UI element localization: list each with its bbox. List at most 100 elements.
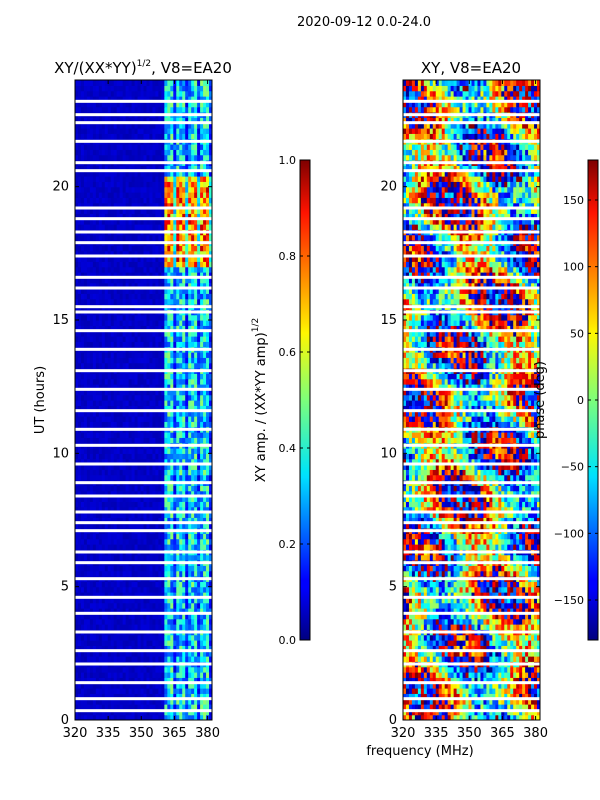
heatmap-cell xyxy=(75,677,79,684)
heatmap-cell xyxy=(75,266,79,273)
heatmap-cell xyxy=(209,608,212,614)
heatmap-cell xyxy=(146,213,151,220)
heatmap-cell xyxy=(158,437,162,444)
heatmap-cell xyxy=(95,570,100,577)
heatmap-cell xyxy=(122,474,127,481)
heatmap-cell xyxy=(182,485,186,492)
heatmap-cell xyxy=(104,432,109,438)
heatmap-cell xyxy=(80,256,85,262)
heatmap-cell xyxy=(116,597,121,604)
heatmap-cell xyxy=(86,149,91,156)
heatmap-cell xyxy=(83,293,88,300)
heatmap-cell xyxy=(140,261,145,268)
heatmap-cell xyxy=(146,698,151,705)
heatmap-cell xyxy=(209,293,212,300)
heatmap-cell xyxy=(140,602,145,609)
heatmap-cell xyxy=(110,282,115,289)
heatmap-cell xyxy=(77,149,82,156)
heatmap-cell xyxy=(176,394,180,401)
heatmap-cell xyxy=(161,538,165,545)
heatmap-cell xyxy=(92,496,97,502)
heatmap-cell xyxy=(92,320,97,326)
heatmap-cell xyxy=(75,400,79,406)
heatmap-cell xyxy=(95,474,100,481)
heatmap-cell xyxy=(185,704,189,710)
heatmap-cell xyxy=(101,618,106,625)
heatmap-cell xyxy=(155,394,159,401)
heatmap-cell xyxy=(164,586,168,593)
heatmap-cell xyxy=(149,320,154,326)
heatmap-cell xyxy=(167,501,171,508)
heatmap-cell xyxy=(200,389,204,396)
heatmap-cell xyxy=(200,709,204,716)
heatmap-cell xyxy=(137,245,142,252)
heatmap-cell xyxy=(182,698,186,705)
heatmap-cell xyxy=(191,512,195,518)
heatmap-cell xyxy=(203,282,207,289)
heatmap-cell xyxy=(167,538,171,545)
heatmap-cell xyxy=(152,650,157,657)
heatmap-cell xyxy=(77,517,82,524)
heatmap-cell xyxy=(89,544,94,550)
heatmap-cell xyxy=(95,581,100,588)
heatmap-cell xyxy=(155,373,159,380)
heatmap-cell xyxy=(92,602,97,609)
heatmap-cell xyxy=(101,362,106,369)
heatmap-cell xyxy=(107,165,112,172)
heatmap-cell xyxy=(98,474,103,481)
heatmap-cell xyxy=(173,170,177,177)
heatmap-cell xyxy=(86,704,91,710)
heatmap-cell xyxy=(125,234,130,241)
heatmap-cell xyxy=(209,330,212,337)
heatmap-cell xyxy=(179,144,183,150)
heatmap-cell xyxy=(200,341,204,348)
heatmap-cell xyxy=(131,586,136,593)
heatmap-cell xyxy=(83,362,88,369)
heatmap-cell xyxy=(92,394,97,401)
heatmap-cell xyxy=(149,709,154,716)
heatmap-cell xyxy=(77,325,82,332)
heatmap-cell xyxy=(164,448,168,454)
heatmap-cell xyxy=(206,624,210,630)
heatmap-cell xyxy=(134,608,139,614)
heatmap-cell xyxy=(107,192,112,198)
heatmap-cell xyxy=(194,341,198,348)
heatmap-cell xyxy=(182,624,186,630)
heatmap-cell xyxy=(98,565,103,572)
heatmap-cell xyxy=(176,677,180,684)
heatmap-cell xyxy=(80,250,85,257)
heatmap-cell xyxy=(98,282,103,289)
heatmap-cell xyxy=(209,218,212,225)
heatmap-cell xyxy=(95,218,100,225)
heatmap-cell xyxy=(182,565,186,572)
heatmap-cell xyxy=(164,144,168,150)
heatmap-cell xyxy=(185,501,189,508)
heatmap-cell xyxy=(167,421,171,428)
heatmap-cell xyxy=(155,149,159,156)
heatmap-cell xyxy=(185,245,189,252)
heatmap-cell xyxy=(191,384,195,390)
heatmap-cell xyxy=(182,384,186,390)
heatmap-cell xyxy=(188,677,192,684)
heatmap-cell xyxy=(209,682,212,689)
heatmap-cell xyxy=(203,533,207,540)
heatmap-cell xyxy=(200,634,204,641)
heatmap-cell xyxy=(173,389,177,396)
heatmap-cell xyxy=(209,666,212,673)
heatmap-cell xyxy=(197,352,201,358)
heatmap-cell xyxy=(155,565,159,572)
heatmap-cell xyxy=(167,544,171,550)
heatmap-cell xyxy=(209,586,212,593)
heatmap-cell xyxy=(179,234,183,241)
heatmap-cell xyxy=(77,314,82,321)
heatmap-cell xyxy=(83,186,88,193)
heatmap-cell xyxy=(191,149,195,156)
heatmap-cell xyxy=(107,624,112,630)
heatmap-cell xyxy=(155,512,159,518)
heatmap-cell xyxy=(119,554,124,561)
heatmap-cell xyxy=(188,533,192,540)
heatmap-cell xyxy=(158,208,162,214)
heatmap-cell xyxy=(203,538,207,545)
heatmap-cell xyxy=(110,330,115,337)
heatmap-cell xyxy=(104,352,109,358)
